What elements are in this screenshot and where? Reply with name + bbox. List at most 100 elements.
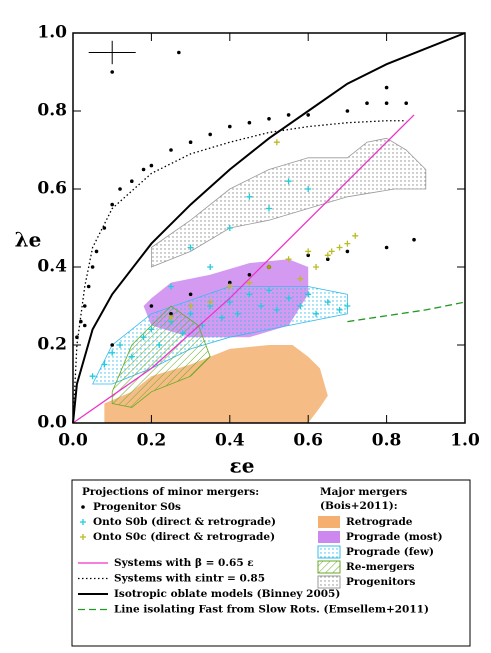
point [228,280,232,285]
y-tick-label: 0.6 [37,179,67,199]
point [285,256,292,263]
point [306,113,311,117]
point [101,361,108,368]
point [345,109,350,113]
point [412,237,416,242]
point [258,303,265,309]
point [187,310,194,317]
point [345,249,350,254]
point [273,139,280,146]
x-tick-label: 1.0 [450,431,480,451]
point [246,291,253,298]
legend-label: Prograde (few) [346,546,434,558]
line [347,301,466,323]
line [72,120,407,424]
point [234,310,241,317]
point [297,275,304,282]
point [187,303,194,309]
point [128,353,135,360]
point [90,265,95,269]
point [130,179,134,183]
point [140,334,147,341]
point [273,306,280,313]
region [111,305,211,408]
point [94,249,99,254]
region-legend-title: (Bois+2011): [320,500,398,512]
point [187,244,194,251]
point [228,124,232,129]
point [328,248,335,255]
point [267,117,271,121]
legend-label: Progenitor S0s [93,501,181,513]
point [266,205,272,212]
y-tick-label: 0.2 [37,335,67,355]
point [297,303,304,309]
point [86,284,91,289]
legend-label: Systems with β = 0.65 ε [114,557,254,569]
legend-label: Progenitors [346,576,415,588]
point [344,240,351,247]
x-axis-label: εe [230,454,255,478]
point [82,323,87,328]
y-axis-label: λe [15,228,42,252]
x-tick-label: 0.8 [372,431,402,451]
legend-label: Retrograde [346,516,413,528]
point [218,314,225,321]
point [352,232,359,239]
legend-swatch [317,560,341,574]
y-tick-label: 0.8 [37,101,67,121]
point [313,310,320,317]
point [141,167,146,172]
point [207,299,214,306]
point [226,283,233,290]
point [168,314,174,321]
point [148,326,155,333]
y-tick-label: 0.0 [37,413,67,433]
plot-frame [72,32,466,424]
point [89,373,96,380]
point [285,295,292,302]
point [384,245,389,250]
point [169,312,173,316]
point [285,178,292,185]
point [266,264,272,270]
legend-label: Onto S0c (direct & retrograde) [93,531,275,543]
point [344,303,351,309]
point [326,257,330,262]
point [384,101,389,105]
point [305,291,312,298]
legend-label: Onto S0b (direct & retrograde) [93,516,276,528]
point [306,253,311,258]
point [149,163,154,168]
legend-box [71,479,471,647]
point [384,85,389,90]
point [266,287,272,294]
point [149,304,154,308]
point [188,140,193,144]
point [110,343,114,347]
point [208,132,212,137]
legend-swatch [317,545,341,559]
point [324,252,331,259]
point [246,279,253,286]
point [117,342,124,348]
point [177,50,181,55]
legend-swatch [317,575,341,589]
legend-marker [80,534,86,540]
region [104,345,328,423]
y-tick-label: 0.4 [37,257,67,277]
legend-swatch [318,516,340,528]
point [336,306,343,313]
legend-label: Isotropic oblate models (Binney 2005) [114,588,340,600]
point [109,349,116,356]
point [305,186,312,192]
point [118,187,122,191]
point [188,292,193,297]
point [179,330,186,337]
x-tick-label: 0.0 [58,431,88,451]
legend-swatch [318,531,340,543]
point [110,70,114,74]
line [72,32,466,424]
x-tick-label: 0.6 [293,431,323,451]
